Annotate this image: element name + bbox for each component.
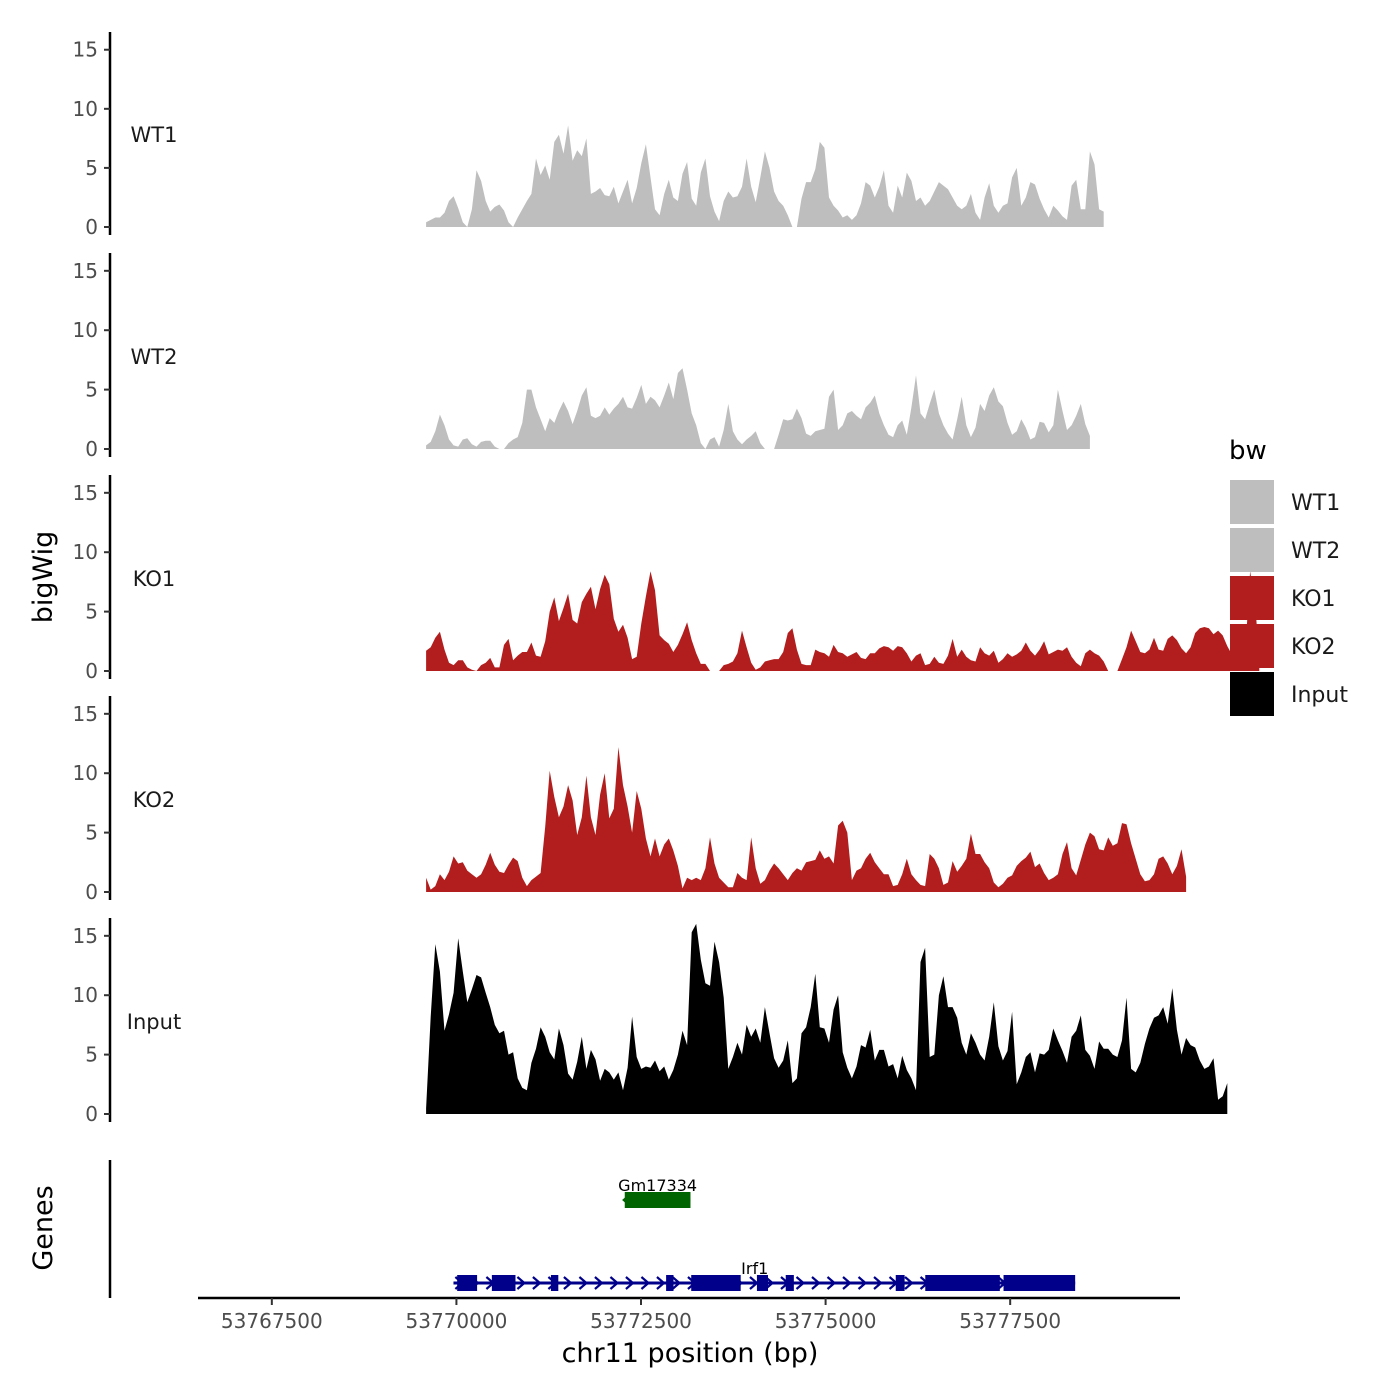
- legend-label-ko2: KO2: [1291, 635, 1336, 660]
- x-tick-label: 53772500: [590, 1309, 692, 1333]
- y-tick-label: 15: [73, 259, 98, 283]
- strand-arrow: [532, 1276, 542, 1290]
- x-axis: 53767500 53770000 53772500 53775000 53777500: [198, 1296, 1180, 1333]
- y-tick-label: 10: [73, 983, 98, 1007]
- y-tick-label: 5: [85, 378, 98, 402]
- legend-label-input: Input: [1291, 683, 1348, 708]
- exon: [1003, 1275, 1076, 1291]
- y-tick-label: 5: [85, 156, 98, 180]
- strand-arrow: [842, 1276, 852, 1290]
- legend-label-wt2: WT2: [1291, 539, 1340, 564]
- x-tick-label: 53777500: [959, 1309, 1061, 1333]
- y-tick-label: 0: [85, 215, 98, 239]
- y-tick-label: 15: [73, 481, 98, 505]
- track-label-wt1: WT1: [131, 123, 178, 147]
- gene-track: Gm17334 Irf1: [108, 1160, 1076, 1298]
- y-tick-label: 5: [85, 821, 98, 845]
- y-tick-label: 15: [73, 924, 98, 948]
- exon: [550, 1275, 559, 1291]
- exon: [491, 1275, 516, 1291]
- legend-swatch-wt2: [1230, 528, 1274, 572]
- strand-arrow: [873, 1276, 883, 1290]
- gene-label: Gm17334: [618, 1176, 697, 1195]
- strand-arrow: [625, 1276, 635, 1290]
- strand-arrow: [826, 1276, 837, 1290]
- y-tick-label: 10: [73, 761, 98, 785]
- x-tick-label: 53775000: [775, 1309, 877, 1333]
- exon: [457, 1275, 478, 1291]
- y-tick-label: 0: [85, 659, 98, 683]
- track-label-wt2: WT2: [131, 345, 178, 369]
- exon: [691, 1275, 741, 1291]
- area-wt2: [426, 368, 1090, 449]
- exon: [756, 1275, 769, 1291]
- y-tick-label: 0: [85, 437, 98, 461]
- strand-arrow: [904, 1276, 914, 1290]
- area-ko2: [426, 747, 1187, 892]
- legend-swatch-wt1: [1230, 480, 1274, 524]
- exon: [785, 1275, 794, 1291]
- gene-label: Irf1: [741, 1259, 768, 1278]
- area-wt1: [426, 125, 1104, 227]
- strand-arrow: [656, 1276, 666, 1290]
- area-input: [426, 923, 1228, 1114]
- y-tick-label: 10: [73, 97, 98, 121]
- strand-arrow: [640, 1276, 651, 1290]
- strand-arrow: [563, 1276, 573, 1290]
- legend-swatch-input: [1230, 672, 1274, 716]
- y-tick-label: 10: [73, 540, 98, 564]
- legend: bw WT1 WT2 KO1 KO2 Input: [1229, 436, 1348, 716]
- area-ko1: [426, 571, 1260, 671]
- y-tick-label: 5: [85, 1043, 98, 1067]
- track-wt2: 0 5 10 15 WT2: [73, 253, 1090, 461]
- legend-title: bw: [1229, 436, 1267, 466]
- legend-swatch-ko1: [1230, 576, 1274, 620]
- y-tick-label: 10: [73, 318, 98, 342]
- exon: [624, 1192, 691, 1208]
- strand-arrow: [811, 1276, 821, 1290]
- strand-arrow: [594, 1276, 604, 1290]
- y-tick-label: 15: [73, 702, 98, 726]
- y-axis-title: bigWig: [28, 531, 59, 624]
- bigwig-tracks: 0 5 10 15 WT1 0 5 10 15 WT2 0 5 10 15 KO1 0 5 10 15 KO2 0 5 10…: [73, 32, 1260, 1126]
- exon: [895, 1275, 905, 1291]
- legend-label-wt1: WT1: [1291, 491, 1340, 516]
- strand-arrow: [578, 1276, 589, 1290]
- track-label-ko2: KO2: [133, 788, 176, 812]
- legend-swatch-ko2: [1230, 624, 1274, 668]
- track-label-ko1: KO1: [133, 567, 176, 591]
- strand-arrow: [516, 1276, 527, 1290]
- x-tick-label: 53770000: [406, 1309, 508, 1333]
- track-ko2: 0 5 10 15 KO2: [73, 696, 1187, 904]
- strand-arrow: [671, 1276, 682, 1290]
- gene-gm17334: Gm17334: [618, 1176, 697, 1208]
- x-axis-title: chr11 position (bp): [562, 1338, 819, 1369]
- track-ko1: 0 5 10 15 KO1: [73, 475, 1260, 683]
- y-tick-label: 15: [73, 38, 98, 62]
- x-tick-label: 53767500: [221, 1309, 323, 1333]
- gene-irf1: Irf1: [453, 1259, 1076, 1291]
- strand-arrow: [609, 1276, 620, 1290]
- track-input: 0 5 10 15 Input: [73, 918, 1228, 1126]
- y-tick-label: 0: [85, 880, 98, 904]
- y-tick-label: 5: [85, 600, 98, 624]
- legend-label-ko1: KO1: [1291, 587, 1336, 612]
- track-label-input: Input: [127, 1010, 181, 1034]
- strand-arrow: [857, 1276, 868, 1290]
- track-wt1: 0 5 10 15 WT1: [73, 32, 1104, 239]
- y-tick-label: 0: [85, 1102, 98, 1126]
- exon: [666, 1275, 674, 1291]
- exon: [925, 1275, 1000, 1291]
- strand-arrow: [795, 1276, 806, 1290]
- genes-axis-title: Genes: [28, 1185, 59, 1270]
